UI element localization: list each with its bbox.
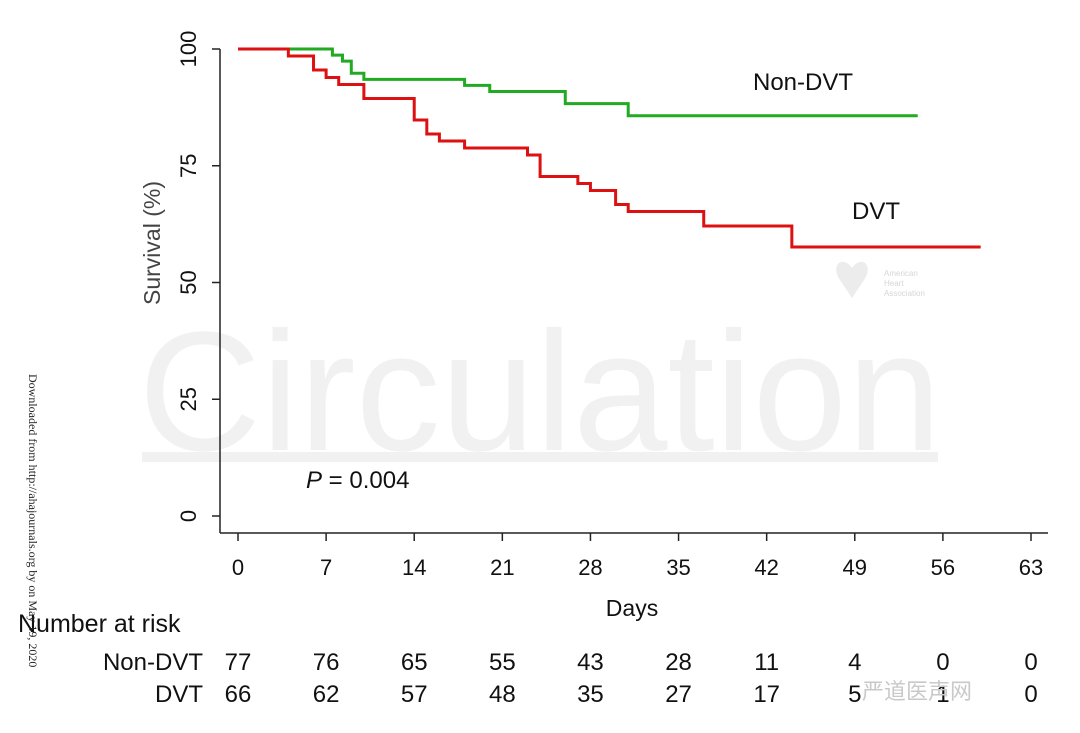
series-line-dvt [238, 47, 981, 249]
x-tick-label: 49 [843, 555, 867, 580]
risk-value: 65 [401, 649, 428, 676]
chart-labels: Non-DVT DVT P = 0.004 [306, 69, 900, 494]
risk-value: 0 [1024, 649, 1037, 676]
logo-text: Heart [884, 279, 904, 288]
y-axis-title: Survival (%) [139, 181, 165, 305]
x-tick-label: 21 [490, 555, 514, 580]
y-tick-label: 0 [176, 510, 201, 522]
x-tick-label: 14 [402, 555, 426, 580]
risk-value: 62 [313, 681, 340, 708]
risk-value: 43 [577, 649, 604, 676]
series-label-non-dvt: Non-DVT [753, 69, 853, 96]
risk-value: 57 [401, 681, 428, 708]
axes: 0 25 50 75 100 0 7 14 21 28 35 42 49 56 63 Days Survival… [139, 31, 1048, 621]
x-tick-label: 28 [578, 555, 602, 580]
series-lines [238, 47, 981, 249]
x-tick-label: 56 [931, 555, 955, 580]
risk-value: 27 [665, 681, 692, 708]
risk-value: 77 [225, 649, 252, 676]
risk-value: 66 [225, 681, 252, 708]
x-tick-label: 7 [320, 555, 332, 580]
risk-value: 28 [665, 649, 692, 676]
risk-value: 4 [848, 649, 861, 676]
risk-row-label: Non-DVT [103, 649, 203, 676]
x-tick-label: 42 [754, 555, 778, 580]
risk-table: Number at risk Non-DVT 77 76 65 55 43 28 11 4 0 0 DV… [18, 610, 1038, 708]
y-tick-label: 75 [176, 154, 201, 178]
x-axis-title: Days [606, 595, 658, 621]
risk-value: 5 [848, 681, 861, 708]
risk-value: 0 [1024, 681, 1037, 708]
x-tick-label: 35 [666, 555, 690, 580]
risk-value: 76 [313, 649, 340, 676]
risk-table-title: Number at risk [18, 610, 181, 638]
p-value-label: P = 0.004 [306, 467, 409, 494]
logo-text: American [884, 269, 918, 278]
risk-value: 1 [936, 681, 949, 708]
risk-value: 35 [577, 681, 604, 708]
risk-value: 55 [489, 649, 516, 676]
p-value: = 0.004 [322, 467, 409, 494]
watermark-bar [142, 452, 938, 462]
x-tick-label: 63 [1019, 555, 1043, 580]
y-tick-label: 50 [176, 270, 201, 294]
risk-value: 48 [489, 681, 516, 708]
series-label-dvt: DVT [852, 198, 900, 225]
y-tick-label: 25 [176, 387, 201, 411]
heart-logo-icon [836, 261, 868, 298]
wechat-watermark: 严道医声网 [862, 679, 973, 704]
download-note: Downloaded from http://ahajournals.org b… [26, 374, 40, 668]
risk-row-label: DVT [155, 681, 203, 708]
y-tick-label: 100 [176, 31, 201, 68]
series-line-non-dvt [238, 47, 918, 118]
risk-value: 11 [754, 649, 779, 676]
x-tick-label: 0 [232, 555, 244, 580]
risk-value: 0 [936, 649, 949, 676]
logo-text: Association [884, 289, 925, 298]
risk-value: 17 [753, 681, 780, 708]
p-symbol: P [306, 467, 322, 494]
